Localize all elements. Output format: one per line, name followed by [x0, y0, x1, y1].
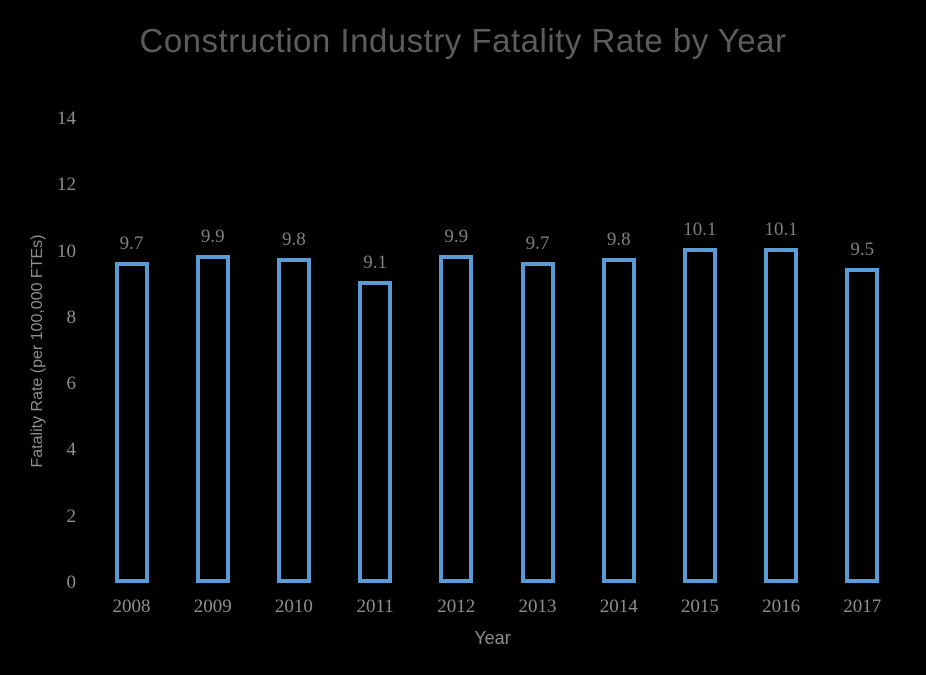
bar-2016: [764, 248, 799, 583]
x-tick-label: 2017: [843, 596, 882, 617]
bar-value-label: 9.9: [200, 225, 225, 247]
x-tick-label: 2008: [112, 596, 151, 617]
bar-2012: [439, 254, 474, 583]
x-axis-title: Year: [474, 628, 511, 648]
bar-2015: [682, 248, 717, 583]
bar-value-label: 9.8: [606, 229, 631, 251]
bar-2008: [114, 261, 149, 583]
bar-2010: [276, 258, 311, 583]
x-tick-label: 2013: [518, 596, 557, 617]
x-tick-label: 2014: [599, 596, 638, 617]
x-tick-label: 2016: [762, 596, 801, 617]
y-tick-label: 4: [66, 439, 77, 461]
bar-2014: [601, 258, 636, 583]
y-tick-label: 6: [66, 373, 77, 395]
x-tick-label: 2009: [193, 596, 232, 617]
y-tick-label: 8: [66, 306, 77, 328]
bar-2009: [195, 254, 230, 583]
x-tick-label: 2010: [274, 596, 313, 617]
bar-value-label: 9.7: [525, 232, 550, 254]
bar-2017: [845, 268, 880, 583]
x-tick-label: 2015: [680, 596, 719, 617]
bar-value-label: 9.9: [444, 225, 469, 247]
bar-value-label: 9.7: [119, 232, 144, 254]
bar-2011: [358, 281, 393, 583]
y-tick-label: 2: [66, 505, 77, 527]
y-tick-label: 10: [57, 240, 76, 262]
bar-value-label: 10.1: [764, 219, 798, 241]
bar-value-label: 9.8: [282, 229, 306, 251]
y-tick-label: 14: [57, 108, 76, 129]
x-tick-label: 2012: [437, 596, 476, 617]
bar-value-label: 10.1: [683, 219, 717, 241]
bar-value-label: 9.1: [363, 252, 387, 274]
bar-2013: [520, 261, 555, 583]
y-tick-label: 0: [66, 572, 77, 593]
x-tick-label: 2011: [356, 596, 394, 617]
bar-value-label: 9.5: [850, 239, 875, 261]
y-tick-label: 12: [57, 174, 76, 196]
chart-title: Construction Industry Fatality Rate by Y…: [139, 22, 787, 59]
